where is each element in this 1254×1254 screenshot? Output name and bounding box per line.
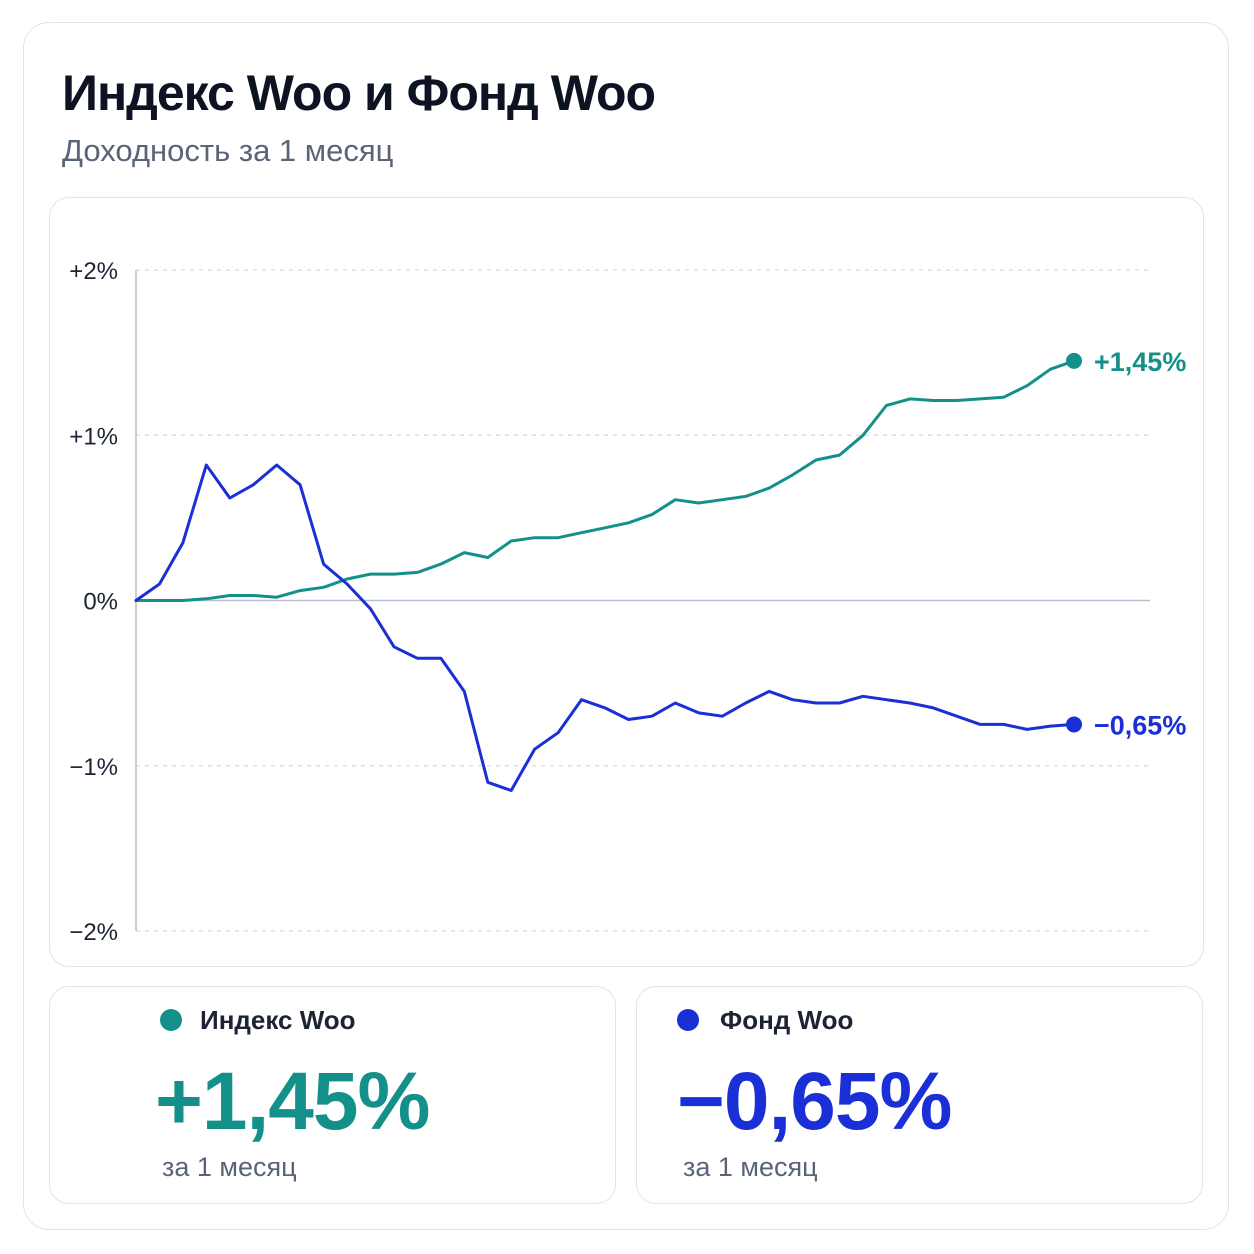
stat-period-fund: за 1 месяц [683, 1152, 818, 1182]
y-tick-label: +2% [69, 258, 118, 285]
series-end-label-0: +1,45% [1094, 347, 1186, 377]
fund-legend-dot [677, 1009, 699, 1031]
stat-card-index: Индекс Woo +1,45% за 1 месяц [49, 986, 616, 1204]
stat-value-index: +1,45% [155, 1056, 430, 1147]
stat-card-fund: Фонд Woo −0,65% за 1 месяц [636, 986, 1203, 1204]
y-tick-label: −1% [69, 754, 118, 781]
chart-card [23, 22, 1229, 1230]
page-subtitle: Доходность за 1 месяц [62, 133, 394, 168]
series-line-1 [134, 463, 1076, 792]
chart-panel: +2% +1% 0% −1% −2% +1,45% −0,65% [49, 197, 1204, 967]
page-title: Индекс Woo и Фонд Woo [62, 65, 656, 121]
y-tick-label: +1% [69, 423, 118, 450]
stat-name-index: Индекс Woo [200, 1005, 356, 1035]
series-line-0 [134, 359, 1076, 602]
series-end-point-0 [1066, 352, 1082, 369]
index-legend-dot [160, 1009, 182, 1031]
y-tick-label: −2% [69, 919, 118, 946]
series-end-label-1: −0,65% [1094, 710, 1186, 740]
series-end-point-1 [1066, 716, 1082, 733]
stat-period-index: за 1 месяц [162, 1152, 297, 1182]
y-tick-label: 0% [83, 589, 118, 616]
line-chart: +2% +1% 0% −1% −2% +1,45% −0,65% [69, 258, 1186, 946]
stat-value-fund: −0,65% [677, 1056, 952, 1147]
stat-name-fund: Фонд Woo [720, 1005, 854, 1035]
